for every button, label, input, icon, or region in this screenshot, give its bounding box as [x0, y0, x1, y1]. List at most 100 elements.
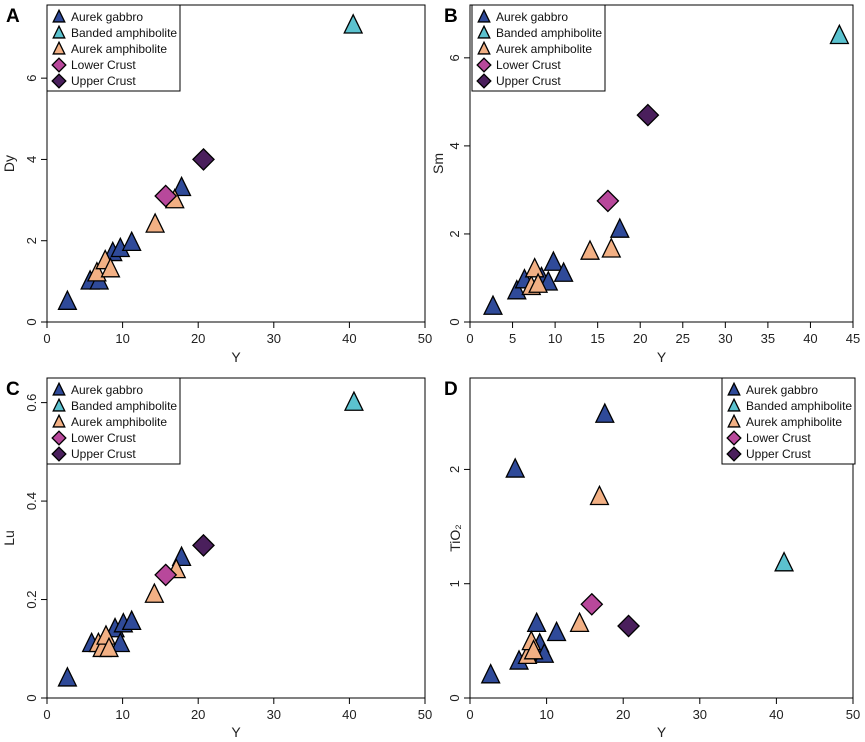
legend-marker-aurek-amphibolite	[52, 413, 66, 428]
legend-marker-banded-amphibolite	[52, 24, 66, 39]
data-point-lower-crust	[596, 189, 620, 213]
legend-label: Aurek gabbro	[71, 10, 143, 24]
legend-marker-aurek-amphibolite	[727, 413, 741, 428]
data-point-aurek-gabbro	[480, 663, 501, 684]
y-tick-label: 6	[24, 75, 39, 82]
legend-marker-aurek-amphibolite	[52, 40, 66, 55]
data-point-aurek-amphibolite	[523, 639, 544, 660]
plot-frame	[46, 4, 426, 323]
legend-label: Aurek amphibolite	[71, 415, 167, 429]
data-point-aurek-amphibolite	[569, 611, 590, 633]
y-tick-label: 0	[24, 318, 39, 325]
legend-label: Lower Crust	[496, 58, 561, 72]
legend-marker-upper-crust	[51, 73, 67, 89]
x-tick-label: 35	[761, 331, 775, 346]
x-tick-label: 20	[616, 707, 630, 722]
panel-letter: D	[444, 379, 458, 400]
data-point-lower-crust	[154, 184, 178, 208]
legend-marker-upper-crust	[726, 446, 742, 462]
legend-marker-aurek-gabbro	[477, 8, 491, 23]
x-tick-label: 20	[191, 707, 205, 722]
x-tick-label: 30	[267, 331, 281, 346]
x-tick-label: 25	[676, 331, 690, 346]
legend-marker-lower-crust	[51, 430, 67, 446]
x-tick-label: 0	[466, 331, 473, 346]
legend-label: Lower Crust	[746, 431, 811, 445]
x-tick-label: 0	[43, 707, 50, 722]
y-axis-label: Lu	[1, 530, 17, 546]
x-tick-label: 50	[418, 707, 432, 722]
legend: Aurek gabbro Banded amphibolite Aurek amph…	[471, 4, 606, 92]
x-axis-label: Y	[657, 724, 667, 740]
data-point-aurek-gabbro	[594, 402, 615, 423]
plot-frame	[469, 4, 854, 323]
data-point-aurek-gabbro	[110, 631, 131, 653]
panel-letter: C	[6, 379, 20, 400]
legend-marker-banded-amphibolite	[477, 24, 491, 39]
legend-label: Banded amphibolite	[496, 26, 602, 40]
legend-box	[46, 4, 181, 92]
legend-marker-banded-amphibolite	[52, 397, 66, 412]
x-axis-label: Y	[657, 349, 667, 365]
data-point-banded-amphibolite	[343, 13, 364, 34]
y-axis-label: Sm	[430, 153, 446, 174]
legend-marker-upper-crust	[476, 73, 492, 89]
legend-box	[46, 377, 181, 465]
x-tick-label: 30	[693, 707, 707, 722]
data-point-aurek-amphibolite	[601, 237, 622, 258]
legend-label: Aurek amphibolite	[496, 42, 592, 56]
legend: Aurek gabbro Banded amphibolite Aurek amph…	[46, 4, 181, 92]
data-point-upper-crust	[636, 103, 660, 127]
data-point-aurek-amphibolite	[528, 272, 549, 293]
legend-label: Banded amphibolite	[746, 399, 852, 413]
y-tick-label: 2	[447, 230, 462, 237]
data-point-aurek-amphibolite	[524, 257, 545, 278]
y-tick-label: 1	[447, 580, 462, 587]
legend-box	[471, 4, 606, 92]
data-point-aurek-gabbro	[546, 620, 567, 642]
legend-marker-banded-amphibolite	[727, 397, 741, 412]
legend-marker-lower-crust	[51, 57, 67, 73]
data-point-upper-crust	[192, 147, 215, 171]
y-tick-label: 4	[447, 142, 462, 149]
data-point-aurek-gabbro	[526, 611, 547, 633]
data-point-lower-crust	[580, 592, 604, 616]
legend-marker-upper-crust	[51, 446, 67, 462]
legend: Aurek gabbro Banded amphibolite Aurek amph…	[721, 377, 856, 465]
data-point-upper-crust	[617, 614, 641, 638]
data-point-aurek-gabbro	[483, 294, 503, 315]
data-point-upper-crust	[192, 533, 215, 557]
panel-letter: A	[6, 6, 20, 27]
legend-label: Aurek gabbro	[746, 383, 818, 397]
x-tick-label: 0	[43, 331, 50, 346]
y-tick-label: 0.6	[24, 394, 39, 412]
legend-label: Aurek amphibolite	[746, 415, 842, 429]
panel-letter: B	[444, 6, 458, 27]
x-tick-label: 20	[191, 331, 205, 346]
legend-marker-aurek-amphibolite	[477, 40, 491, 55]
y-tick-label: 0	[24, 694, 39, 701]
data-point-aurek-amphibolite	[580, 239, 600, 260]
y-tick-label: 2	[24, 237, 39, 244]
legend: Aurek gabbro Banded amphibolite Aurek amph…	[46, 377, 181, 465]
legend-label: Lower Crust	[71, 431, 136, 445]
data-point-aurek-gabbro	[57, 666, 78, 687]
data-point-aurek-gabbro	[543, 250, 564, 271]
legend-label: Banded amphibolite	[71, 399, 177, 413]
x-axis-label: Y	[231, 724, 241, 740]
panel-b: 0 5 10 15 20 25 30 35 40 45 0 2 4 6 Y Sm B Aurek gabbro Ba…	[430, 4, 860, 365]
x-tick-label: 45	[846, 331, 860, 346]
x-tick-label: 20	[633, 331, 647, 346]
data-point-aurek-gabbro	[505, 457, 526, 478]
x-tick-label: 0	[466, 707, 473, 722]
data-point-lower-crust	[154, 563, 178, 587]
data-point-aurek-gabbro	[121, 609, 142, 630]
y-tick-label: 4	[24, 156, 39, 163]
legend-marker-lower-crust	[476, 57, 492, 73]
data-point-aurek-gabbro	[553, 261, 574, 282]
legend-label: Upper Crust	[496, 74, 561, 88]
x-tick-label: 15	[590, 331, 604, 346]
y-axis-label: TiO₂	[447, 524, 463, 551]
y-tick-label: 6	[447, 54, 462, 61]
panel-a: 0 10 20 30 40 50 0 2 4 6 Y Dy A Aurek gabbro Banded am…	[1, 4, 432, 365]
